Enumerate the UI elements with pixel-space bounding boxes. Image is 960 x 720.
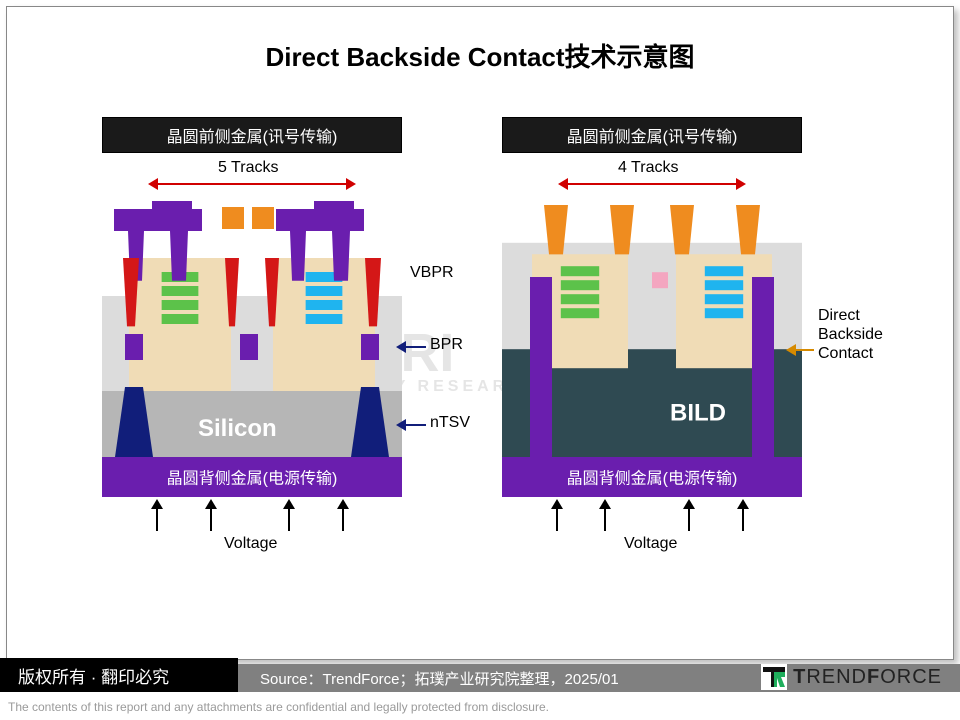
right-voltage-label: Voltage <box>624 535 677 553</box>
page-title: Direct Backside Contact技术示意图 <box>7 37 953 74</box>
svg-text:BILD: BILD <box>670 400 726 427</box>
right-canvas: BILD 晶圆背侧金属(电源传输) <box>502 201 802 497</box>
right-tracks-label: 4 Tracks <box>618 159 678 177</box>
diagram-right: 晶圆前侧金属(讯号传输) 4 Tracks BILD 晶圆背侧金属(电源传输) Dire… <box>502 117 922 597</box>
logo: TRENDFORCE <box>761 664 942 690</box>
footer-disclaimer: The contents of this report and any atta… <box>8 700 549 714</box>
right-tracks-arrow <box>560 183 744 185</box>
voltage-arrow <box>210 501 212 531</box>
frame: Direct Backside Contact技术示意图 拓墣 TRI TOPO… <box>6 6 954 660</box>
footer-source: Source：TrendForce；拓璞产业研究院整理，2025/01 <box>260 668 619 689</box>
voltage-arrow <box>556 501 558 531</box>
footer-copyright: 版权所有 · 翻印必究 <box>18 663 169 688</box>
voltage-arrow <box>288 501 290 531</box>
left-tracks-arrow <box>150 183 354 185</box>
ntsv-label: nTSV <box>430 414 470 432</box>
logo-mark-icon <box>761 664 787 690</box>
left-voltage-label: Voltage <box>224 535 277 553</box>
left-canvas: Silicon 晶圆背侧金属(电源传输) <box>102 201 402 497</box>
ntsv-arrow <box>398 424 426 426</box>
svg-text:晶圆背侧金属(电源传输): 晶圆背侧金属(电源传输) <box>167 469 338 487</box>
bpr-label: BPR <box>430 336 463 354</box>
voltage-arrow <box>604 501 606 531</box>
voltage-arrow <box>156 501 158 531</box>
left-tracks-label: 5 Tracks <box>218 159 278 177</box>
voltage-arrow <box>742 501 744 531</box>
left-top-bar: 晶圆前侧金属(讯号传输) <box>102 117 402 153</box>
voltage-arrow <box>342 501 344 531</box>
voltage-arrow <box>688 501 690 531</box>
footer-copyright-bar: 版权所有 · 翻印必究 <box>0 658 238 692</box>
vbpr-label: VBPR <box>410 264 454 282</box>
diagram-left: 晶圆前侧金属(讯号传输) 5 Tracks Silicon 晶圆背侧金属(电源传输) V… <box>102 117 492 597</box>
logo-text: TRENDFORCE <box>793 666 942 689</box>
bpr-arrow <box>398 346 426 348</box>
dbc-annotation: DirectBacksideContact <box>818 306 883 364</box>
svg-text:Silicon: Silicon <box>198 415 277 442</box>
svg-text:晶圆背侧金属(电源传输): 晶圆背侧金属(电源传输) <box>567 469 738 487</box>
right-top-bar: 晶圆前侧金属(讯号传输) <box>502 117 802 153</box>
dbc-annotation-arrow <box>788 349 814 351</box>
